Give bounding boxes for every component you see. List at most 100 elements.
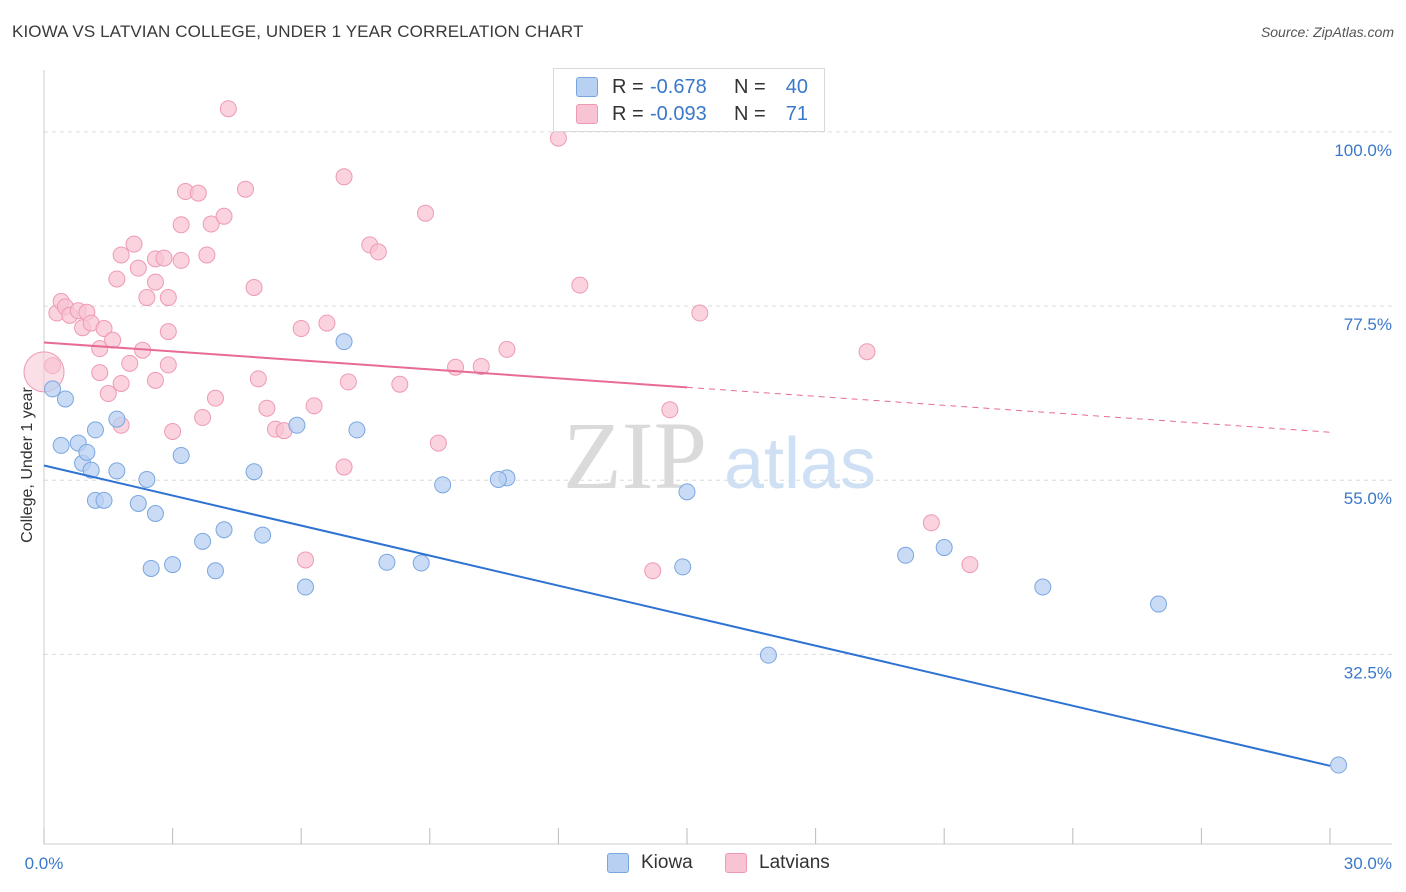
latvian-point [249, 370, 267, 388]
kiowa-point [674, 558, 692, 576]
r-value: -0.678 [650, 75, 707, 98]
kiowa-point [215, 521, 233, 539]
r-label: R = [612, 102, 644, 125]
kiowa-point [412, 554, 430, 572]
y-tick-label: 32.5% [1344, 663, 1392, 682]
kiowa-point [164, 556, 182, 574]
kiowa-point [44, 380, 62, 398]
latvian-point [305, 397, 323, 415]
latvian-point [571, 276, 589, 294]
latvian-point [961, 556, 979, 574]
legend-item-latvians[interactable]: Latvians [725, 852, 830, 874]
kiowa-point [245, 463, 263, 481]
legend-label-latvians: Latvians [759, 852, 830, 873]
latvian-point [318, 314, 336, 332]
latvian-point [155, 249, 173, 267]
latvian-point [164, 422, 182, 440]
latvian-point [159, 289, 177, 307]
kiowa-point [95, 491, 113, 509]
kiowa-point [335, 333, 353, 351]
chart-title: KIOWA VS LATVIAN COLLEGE, UNDER 1 YEAR C… [12, 22, 584, 41]
latvian-point [91, 340, 109, 358]
kiowa-point [489, 470, 507, 488]
stats-legend: R = -0.678 N = 40 R = -0.093 N = 71 [553, 68, 825, 132]
latvian-point [206, 389, 224, 407]
kiowa-point [142, 559, 160, 577]
latvian-point [121, 354, 139, 372]
latvian-point [858, 343, 876, 361]
kiowa-point [108, 462, 126, 480]
latvian-point [369, 243, 387, 261]
latvian-point [138, 289, 156, 307]
latvian-point [172, 251, 190, 269]
kiowa-point [897, 546, 915, 564]
kiowa-point [378, 553, 396, 571]
latvian-point [125, 235, 143, 253]
latvian-point [91, 364, 109, 382]
kiowa-point [129, 494, 147, 512]
latvian-point [236, 180, 254, 198]
kiowa-point [146, 505, 164, 523]
latvian-point [172, 216, 190, 234]
axes [43, 70, 1392, 845]
n-label: N = [734, 102, 766, 125]
kiowa-point [172, 446, 190, 464]
latvian-point [549, 129, 567, 147]
latvian-point [429, 434, 447, 452]
kiowa-point [935, 539, 953, 557]
stats-row-latvians: R = -0.093 N = 71 [576, 102, 808, 126]
latvian-point [146, 371, 164, 389]
latvians-swatch [576, 104, 598, 124]
latvian-point [335, 168, 353, 186]
latvian-point [335, 458, 353, 476]
latvian-point [194, 409, 212, 427]
latvian-point [129, 259, 147, 277]
latvian-point [691, 304, 709, 322]
kiowa-trend-line [43, 464, 1331, 767]
series-legend: Kiowa Latvians [0, 852, 1406, 876]
latvian-point [219, 100, 237, 118]
y-tick-label: 100.0% [1334, 141, 1392, 160]
n-value: 40 [785, 75, 808, 98]
kiowa-swatch [576, 77, 598, 97]
x-tick-label: 30.0% [1344, 854, 1392, 873]
y-tick-label: 77.5% [1344, 315, 1392, 334]
trend-lines [43, 341, 1331, 767]
latvian-trend-line [43, 341, 688, 389]
latvian-point [472, 357, 490, 375]
series-latvians [23, 100, 979, 580]
kiowa-point [82, 461, 100, 479]
r-value: -0.093 [650, 102, 707, 125]
latvian-point [296, 551, 314, 569]
latvian-point [99, 385, 117, 403]
kiowa-point [759, 646, 777, 664]
kiowa-point [1330, 756, 1348, 774]
n-value: 71 [785, 102, 808, 125]
kiowa-point [138, 470, 156, 488]
legend-item-kiowa[interactable]: Kiowa [607, 852, 693, 874]
kiowa-point [52, 436, 70, 454]
kiowa-point [348, 421, 366, 439]
legend-label-kiowa: Kiowa [641, 852, 693, 873]
watermark: ZIP atlas [563, 402, 876, 509]
x-tick-label: 0.0% [25, 854, 64, 873]
kiowa-point [86, 421, 104, 439]
kiowa-point [678, 483, 696, 501]
y-tick-label: 55.0% [1344, 489, 1392, 508]
watermark-atlas: atlas [724, 424, 876, 504]
grid-lines [44, 131, 1392, 655]
latvians-swatch [725, 853, 747, 873]
tick-labels: 32.5% 55.0% 77.5% 100.0% 0.0% 30.0% [25, 141, 1392, 873]
n-label: N = [734, 75, 766, 98]
latvian-point [159, 356, 177, 374]
latvian-point [922, 514, 940, 532]
kiowa-point [78, 443, 96, 461]
latvian-point [189, 184, 207, 202]
latvian-point [112, 246, 130, 264]
latvian-point [292, 320, 310, 338]
y-axis-label: College, Under 1 year [19, 387, 36, 543]
latvian-point [104, 331, 122, 349]
latvian-point [198, 246, 216, 264]
kiowa-point [108, 410, 126, 428]
